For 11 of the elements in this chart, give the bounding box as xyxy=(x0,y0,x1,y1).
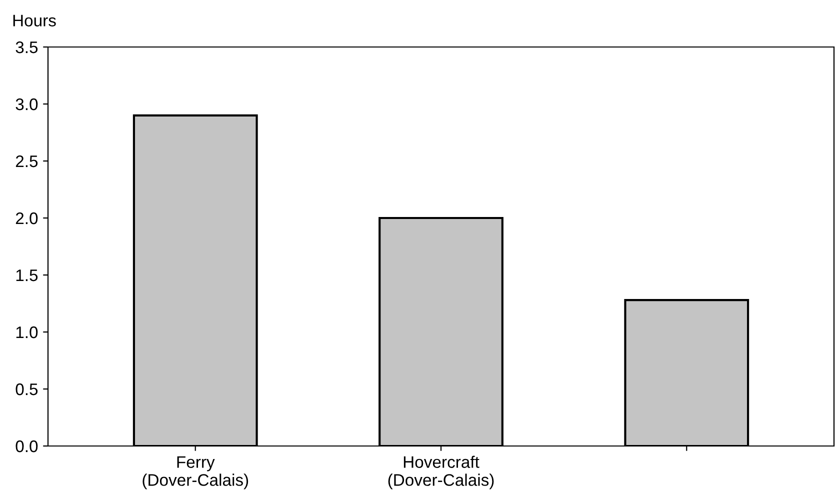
x-tick-label: Hovercraft (Dover-Calais) xyxy=(388,456,494,490)
y-tick-label: 2.5 xyxy=(16,155,38,168)
y-tick-label: 3.0 xyxy=(16,98,38,110)
y-tick-label: 3.5 xyxy=(16,41,38,54)
y-tick-label: 1.5 xyxy=(16,270,38,282)
y-tick-label: 0.5 xyxy=(16,383,38,396)
y-tick-label: 1.0 xyxy=(16,326,38,338)
y-axis-title: Hours xyxy=(13,14,56,26)
y-tick-label: 2.0 xyxy=(16,212,38,224)
y-tick-label: 0.0 xyxy=(16,440,38,452)
x-tick-label: Ferry (Dover-Calais) xyxy=(142,456,248,490)
